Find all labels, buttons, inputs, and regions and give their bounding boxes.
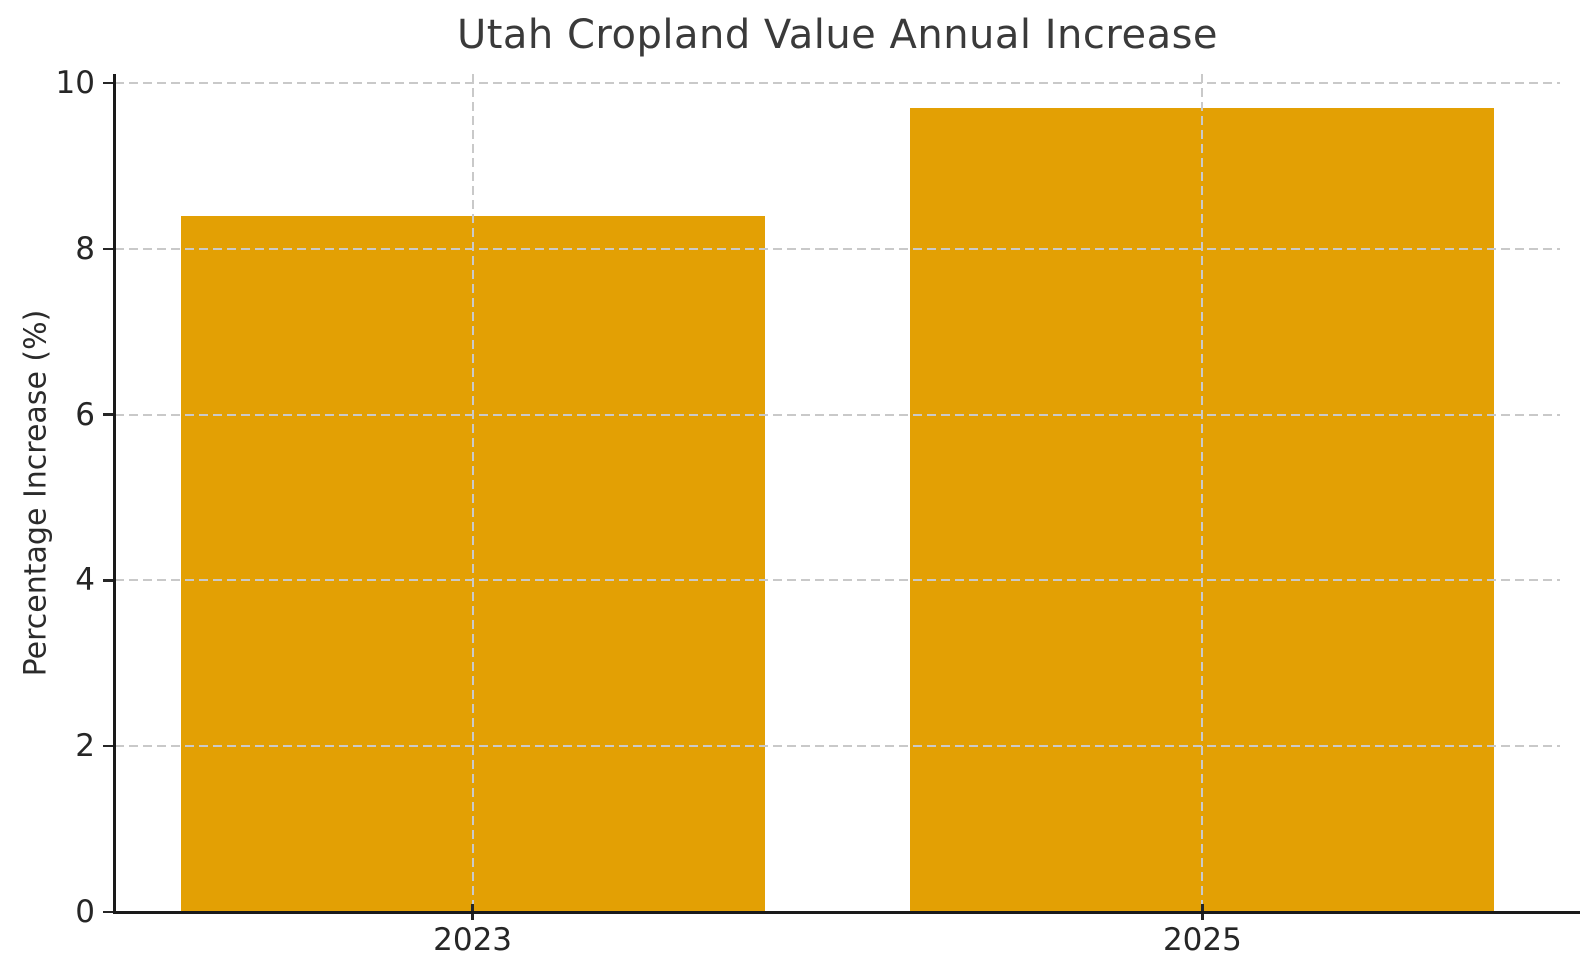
y-tick-label-8: 8: [75, 230, 95, 267]
y-axis-label: Percentage Increase (%): [18, 309, 54, 677]
h-gridline-2: [115, 745, 1560, 748]
x-tick-label-2023: 2023: [433, 922, 513, 958]
chart-title: Utah Cropland Value Annual Increase: [456, 12, 1219, 58]
h-gridline-4: [115, 579, 1560, 582]
y-tick-label-6: 6: [75, 396, 95, 433]
v-gridline-2023: [471, 74, 474, 912]
x-tick-label-2025: 2025: [1162, 922, 1242, 958]
y-tick-label-10: 10: [55, 65, 95, 102]
x-axis-line: [113, 910, 1580, 914]
y-tick-10: [103, 81, 113, 85]
y-tick-label-0: 0: [75, 894, 95, 930]
y-tick-4: [103, 579, 113, 582]
y-tick-label-2: 2: [75, 728, 95, 765]
y-tick-0: [103, 910, 113, 914]
y-tick-label-4: 4: [75, 562, 95, 599]
h-gridline-10: [115, 82, 1560, 85]
y-tick-6: [103, 413, 113, 416]
plot-area: 0 2 4 6 8 10 2023 2025: [56, 65, 1580, 958]
y-tick-2: [103, 744, 113, 748]
h-gridline-8: [115, 247, 1560, 250]
v-gridline-2025: [1201, 74, 1204, 912]
h-gridline-6: [115, 413, 1560, 416]
y-tick-8: [103, 247, 113, 251]
y-axis-line: [113, 74, 116, 914]
